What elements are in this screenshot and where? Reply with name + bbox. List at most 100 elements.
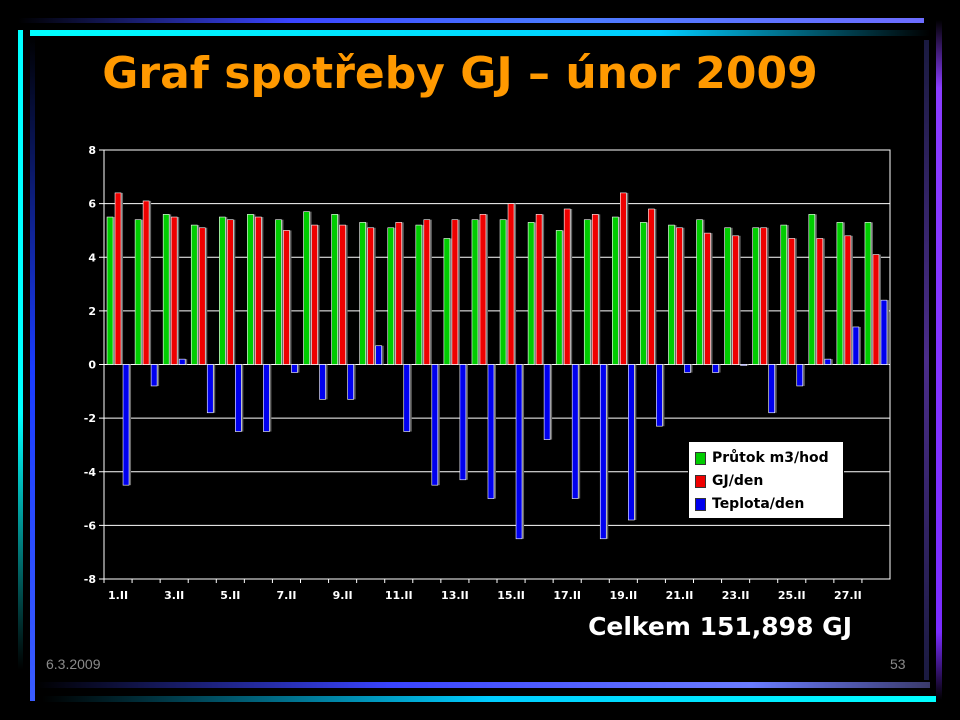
bar-pr-tok-m3-hod [303, 211, 310, 365]
bar-pr-tok-m3-hod [162, 214, 170, 365]
y-tick-label: 2 [88, 305, 96, 318]
bar-gj-den [339, 224, 346, 365]
y-tick-label: -2 [84, 412, 96, 425]
slide-title: Graf spotřeby GJ – únor 2009 [102, 48, 818, 99]
bar-gj-den [816, 238, 824, 365]
bar-gj-den [451, 219, 459, 365]
bar-gj-den [114, 192, 122, 365]
bar-teplota-den [712, 364, 719, 373]
bar-gj-den [367, 227, 374, 365]
bar-teplota-den [122, 364, 130, 486]
legend-item-prutok: Průtok m3/hod [695, 448, 829, 468]
bar-teplota-den [740, 364, 747, 366]
y-tick-label: -4 [84, 466, 97, 479]
x-tick-label: 19.II [609, 589, 637, 602]
legend-label-prutok: Průtok m3/hod [712, 450, 829, 466]
bar-teplota-den [347, 364, 354, 400]
x-tick-label: 5.II [220, 589, 240, 602]
bar-teplota-den [403, 364, 411, 432]
bar-pr-tok-m3-hod [134, 219, 142, 365]
bar-teplota-den [291, 364, 298, 373]
bar-teplota-den [796, 364, 804, 387]
bar-teplota-den [656, 364, 663, 427]
bar-gj-den [788, 238, 796, 365]
bar-pr-tok-m3-hod [808, 214, 816, 365]
y-tick-label: 0 [88, 359, 96, 372]
frame-line-left-blue [30, 36, 35, 701]
bar-pr-tok-m3-hod [247, 214, 254, 365]
bar-gj-den [760, 227, 767, 365]
bar-teplota-den [852, 326, 860, 365]
frame-line-right-purple [936, 20, 942, 700]
legend-label-gj: GJ/den [712, 473, 764, 489]
bar-pr-tok-m3-hod [836, 222, 844, 365]
bar-pr-tok-m3-hod [612, 216, 619, 365]
y-tick-label: 4 [88, 251, 96, 264]
bar-gj-den [311, 224, 318, 365]
bar-gj-den [591, 214, 599, 365]
x-tick-label: 25.II [778, 589, 806, 602]
bar-pr-tok-m3-hod [864, 222, 872, 365]
frame-line-left-cyan [18, 30, 23, 670]
x-tick-label: 15.II [497, 589, 525, 602]
y-tick-label: 6 [88, 198, 96, 211]
bar-teplota-den [487, 364, 495, 499]
bar-teplota-den [206, 364, 214, 414]
bar-teplota-den [319, 364, 326, 400]
frame-line-bottom-blue [36, 682, 930, 688]
bar-pr-tok-m3-hod [331, 214, 338, 365]
bar-pr-tok-m3-hod [106, 216, 114, 365]
legend-swatch-green [695, 451, 706, 465]
bar-gj-den [198, 227, 206, 365]
legend-item-teplota: Teplota/den [695, 494, 804, 514]
x-tick-label: 1.II [108, 589, 128, 602]
x-tick-label: 13.II [441, 589, 469, 602]
bar-gj-den [676, 227, 683, 365]
x-tick-label: 9.II [333, 589, 353, 602]
frame-line-top-blue [18, 18, 924, 23]
x-tick-label: 7.II [276, 589, 296, 602]
bar-gj-den [648, 208, 655, 365]
bar-teplota-den [375, 345, 382, 365]
bar-pr-tok-m3-hod [780, 224, 788, 365]
bar-pr-tok-m3-hod [275, 219, 282, 365]
bar-gj-den [732, 235, 739, 365]
x-tick-label: 3.II [164, 589, 184, 602]
legend-label-teplota: Teplota/den [712, 496, 805, 512]
bar-pr-tok-m3-hod [583, 219, 591, 365]
bar-gj-den [227, 219, 234, 365]
bar-gj-den [535, 214, 543, 365]
bar-pr-tok-m3-hod [696, 219, 703, 365]
legend-swatch-blue [695, 497, 706, 511]
bar-gj-den [283, 230, 290, 365]
bar-teplota-den [263, 364, 270, 432]
total-consumption: Celkem 151,898 GJ [588, 612, 852, 641]
bar-teplota-den [824, 358, 832, 365]
bar-gj-den [142, 200, 150, 365]
bar-pr-tok-m3-hod [527, 222, 535, 365]
footer-page-number: 53 [890, 656, 906, 672]
bar-teplota-den [599, 364, 607, 540]
bar-pr-tok-m3-hod [668, 224, 675, 365]
bar-pr-tok-m3-hod [640, 222, 647, 365]
x-tick-label: 17.II [553, 589, 581, 602]
bar-gj-den [563, 208, 571, 365]
bar-gj-den [507, 203, 515, 365]
footer-date: 6.3.2009 [46, 656, 101, 672]
x-tick-label: 21.II [666, 589, 694, 602]
bar-pr-tok-m3-hod [359, 222, 366, 365]
bar-pr-tok-m3-hod [190, 224, 198, 365]
bar-gj-den [872, 254, 880, 365]
frame-line-bottom-cyan [42, 696, 936, 702]
bar-teplota-den [684, 364, 691, 373]
y-tick-label: 8 [88, 144, 96, 157]
bar-gj-den [704, 232, 711, 365]
bar-pr-tok-m3-hod [555, 230, 563, 365]
bar-gj-den [844, 235, 852, 365]
bar-teplota-den [628, 364, 635, 521]
bar-pr-tok-m3-hod [499, 219, 507, 365]
bar-pr-tok-m3-hod [387, 227, 395, 365]
y-tick-label: -6 [84, 519, 97, 532]
bar-teplota-den [235, 364, 242, 432]
bar-teplota-den [515, 364, 523, 540]
